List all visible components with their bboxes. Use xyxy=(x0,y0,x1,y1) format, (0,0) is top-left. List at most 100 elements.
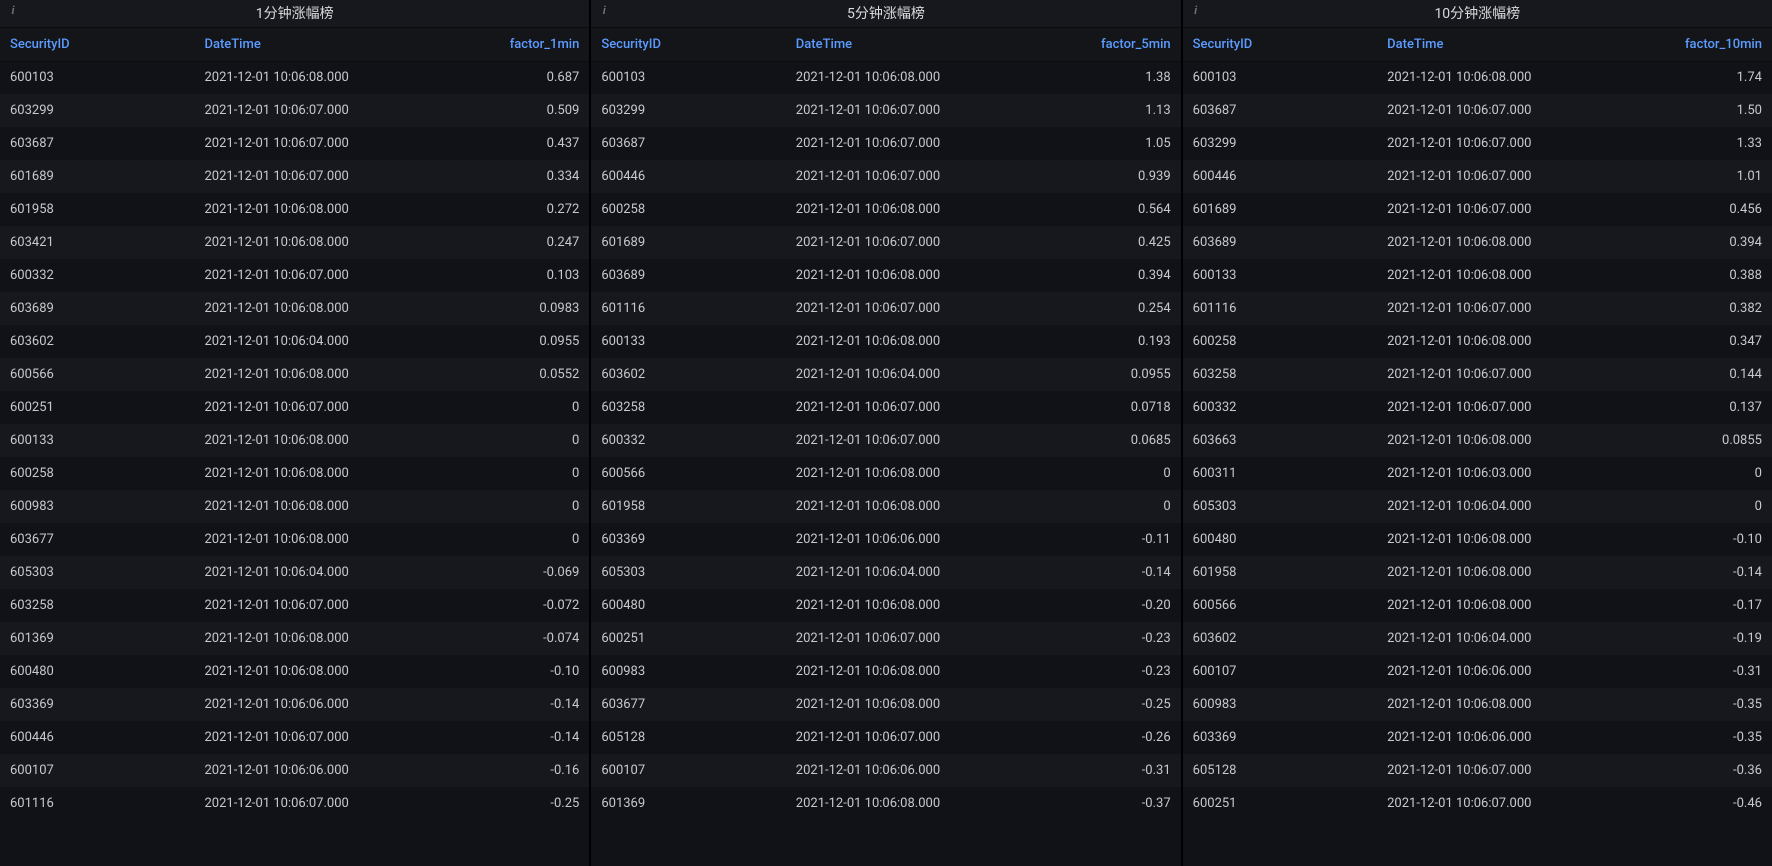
column-header-datetime[interactable]: DateTime xyxy=(194,28,447,61)
table-row[interactable]: 6051282021-12-01 10:06:07.000-0.36 xyxy=(1183,754,1772,787)
table-row[interactable]: 6033692021-12-01 10:06:06.000-0.11 xyxy=(591,523,1180,556)
column-header-securityid[interactable]: SecurityID xyxy=(0,28,194,61)
cell-factor: -0.17 xyxy=(1631,589,1772,622)
table-row[interactable]: 6002582021-12-01 10:06:08.0000.564 xyxy=(591,193,1180,226)
table-row[interactable]: 6053032021-12-01 10:06:04.0000 xyxy=(1183,490,1772,523)
table-row[interactable]: 6036872021-12-01 10:06:07.0001.50 xyxy=(1183,94,1772,127)
table-row[interactable]: 6019582021-12-01 10:06:08.0000 xyxy=(591,490,1180,523)
table-row[interactable]: 6032992021-12-01 10:06:07.0000.509 xyxy=(0,94,589,127)
cell-security-id: 603689 xyxy=(0,292,194,325)
table-row[interactable]: 6032992021-12-01 10:06:07.0001.13 xyxy=(591,94,1180,127)
panel-1: i5分钟涨幅榜SecurityIDDateTimefactor_5min6001… xyxy=(591,0,1182,866)
cell-factor: -0.074 xyxy=(448,622,589,655)
table-row[interactable]: 6004462021-12-01 10:06:07.000-0.14 xyxy=(0,721,589,754)
table-row[interactable]: 6001032021-12-01 10:06:08.0000.687 xyxy=(0,61,589,94)
table-row[interactable]: 6051282021-12-01 10:06:07.000-0.26 xyxy=(591,721,1180,754)
table-row[interactable]: 6013692021-12-01 10:06:08.000-0.074 xyxy=(0,622,589,655)
table-row[interactable]: 6013692021-12-01 10:06:08.000-0.37 xyxy=(591,787,1180,820)
column-header-factor_10min[interactable]: factor_10min xyxy=(1631,28,1772,61)
table-row[interactable]: 6003322021-12-01 10:06:07.0000.137 xyxy=(1183,391,1772,424)
table-row[interactable]: 6004802021-12-01 10:06:08.000-0.20 xyxy=(591,589,1180,622)
table-row[interactable]: 6002512021-12-01 10:06:07.000-0.23 xyxy=(591,622,1180,655)
table-row[interactable]: 6001072021-12-01 10:06:06.000-0.16 xyxy=(0,754,589,787)
cell-security-id: 600103 xyxy=(1183,61,1377,94)
table-row[interactable]: 6009832021-12-01 10:06:08.000-0.35 xyxy=(1183,688,1772,721)
table-row[interactable]: 6036892021-12-01 10:06:08.0000.0983 xyxy=(0,292,589,325)
table-row[interactable]: 6036772021-12-01 10:06:08.0000 xyxy=(0,523,589,556)
table-row[interactable]: 6001032021-12-01 10:06:08.0001.74 xyxy=(1183,61,1772,94)
table-row[interactable]: 6032992021-12-01 10:06:07.0001.33 xyxy=(1183,127,1772,160)
table-row[interactable]: 6034212021-12-01 10:06:08.0000.247 xyxy=(0,226,589,259)
table-row[interactable]: 6016892021-12-01 10:06:07.0000.456 xyxy=(1183,193,1772,226)
cell-factor: 0.193 xyxy=(1039,325,1180,358)
table-row[interactable]: 6032582021-12-01 10:06:07.000-0.072 xyxy=(0,589,589,622)
table-row[interactable]: 6036022021-12-01 10:06:04.000-0.19 xyxy=(1183,622,1772,655)
table-row[interactable]: 6009832021-12-01 10:06:08.0000 xyxy=(0,490,589,523)
table-row[interactable]: 6004802021-12-01 10:06:08.000-0.10 xyxy=(1183,523,1772,556)
cell-datetime: 2021-12-01 10:06:08.000 xyxy=(1377,226,1630,259)
cell-factor: 0.939 xyxy=(1039,160,1180,193)
table-row[interactable]: 6003322021-12-01 10:06:07.0000.103 xyxy=(0,259,589,292)
info-icon[interactable]: i xyxy=(1189,4,1203,18)
table-row[interactable]: 6005662021-12-01 10:06:08.0000.0552 xyxy=(0,358,589,391)
cell-factor: -0.16 xyxy=(448,754,589,787)
cell-security-id: 603299 xyxy=(1183,127,1377,160)
table-row[interactable]: 6053032021-12-01 10:06:04.000-0.14 xyxy=(591,556,1180,589)
column-header-factor_1min[interactable]: factor_1min xyxy=(448,28,589,61)
table-row[interactable]: 6002512021-12-01 10:06:07.0000 xyxy=(0,391,589,424)
table-row[interactable]: 6001072021-12-01 10:06:06.000-0.31 xyxy=(591,754,1180,787)
panel-title: 10分钟涨幅榜 xyxy=(1434,6,1520,22)
table-row[interactable]: 6005662021-12-01 10:06:08.0000 xyxy=(591,457,1180,490)
cell-security-id: 600107 xyxy=(1183,655,1377,688)
table-row[interactable]: 6032582021-12-01 10:06:07.0000.144 xyxy=(1183,358,1772,391)
table-row[interactable]: 6033692021-12-01 10:06:06.000-0.35 xyxy=(1183,721,1772,754)
table-row[interactable]: 6005662021-12-01 10:06:08.000-0.17 xyxy=(1183,589,1772,622)
column-header-datetime[interactable]: DateTime xyxy=(786,28,1039,61)
column-header-securityid[interactable]: SecurityID xyxy=(1183,28,1377,61)
cell-datetime: 2021-12-01 10:06:07.000 xyxy=(786,622,1039,655)
table-row[interactable]: 6016892021-12-01 10:06:07.0000.334 xyxy=(0,160,589,193)
table-row[interactable]: 6036632021-12-01 10:06:08.0000.0855 xyxy=(1183,424,1772,457)
cell-factor: 0.254 xyxy=(1039,292,1180,325)
panel-2: i10分钟涨幅榜SecurityIDDateTimefactor_10min60… xyxy=(1183,0,1772,866)
table-row[interactable]: 6001332021-12-01 10:06:08.0000.193 xyxy=(591,325,1180,358)
column-header-datetime[interactable]: DateTime xyxy=(1377,28,1630,61)
table-row[interactable]: 6011162021-12-01 10:06:07.0000.254 xyxy=(591,292,1180,325)
info-icon[interactable]: i xyxy=(597,4,611,18)
info-icon[interactable]: i xyxy=(6,4,20,18)
table-row[interactable]: 6004462021-12-01 10:06:07.0001.01 xyxy=(1183,160,1772,193)
table-row[interactable]: 6036022021-12-01 10:06:04.0000.0955 xyxy=(0,325,589,358)
table-row[interactable]: 6053032021-12-01 10:06:04.000-0.069 xyxy=(0,556,589,589)
cell-factor: -0.10 xyxy=(448,655,589,688)
table-row[interactable]: 6011162021-12-01 10:06:07.000-0.25 xyxy=(0,787,589,820)
table-row[interactable]: 6001332021-12-01 10:06:08.0000.388 xyxy=(1183,259,1772,292)
table-row[interactable]: 6036872021-12-01 10:06:07.0000.437 xyxy=(0,127,589,160)
table-row[interactable]: 6036892021-12-01 10:06:08.0000.394 xyxy=(1183,226,1772,259)
table-row[interactable]: 6001332021-12-01 10:06:08.0000 xyxy=(0,424,589,457)
table-row[interactable]: 6033692021-12-01 10:06:06.000-0.14 xyxy=(0,688,589,721)
table-row[interactable]: 6001032021-12-01 10:06:08.0001.38 xyxy=(591,61,1180,94)
table-row[interactable]: 6009832021-12-01 10:06:08.000-0.23 xyxy=(591,655,1180,688)
table-row[interactable]: 6032582021-12-01 10:06:07.0000.0718 xyxy=(591,391,1180,424)
table-row[interactable]: 6036872021-12-01 10:06:07.0001.05 xyxy=(591,127,1180,160)
table-row[interactable]: 6004462021-12-01 10:06:07.0000.939 xyxy=(591,160,1180,193)
table-row[interactable]: 6016892021-12-01 10:06:07.0000.425 xyxy=(591,226,1180,259)
table-row[interactable]: 6004802021-12-01 10:06:08.000-0.10 xyxy=(0,655,589,688)
cell-security-id: 600480 xyxy=(591,589,785,622)
column-header-factor_5min[interactable]: factor_5min xyxy=(1039,28,1180,61)
table-row[interactable]: 6036892021-12-01 10:06:08.0000.394 xyxy=(591,259,1180,292)
cell-datetime: 2021-12-01 10:06:06.000 xyxy=(194,754,447,787)
table-row[interactable]: 6002582021-12-01 10:06:08.0000.347 xyxy=(1183,325,1772,358)
table-row[interactable]: 6019582021-12-01 10:06:08.000-0.14 xyxy=(1183,556,1772,589)
table-row[interactable]: 6002512021-12-01 10:06:07.000-0.46 xyxy=(1183,787,1772,820)
table-row[interactable]: 6003112021-12-01 10:06:03.0000 xyxy=(1183,457,1772,490)
cell-security-id: 603677 xyxy=(0,523,194,556)
table-row[interactable]: 6036022021-12-01 10:06:04.0000.0955 xyxy=(591,358,1180,391)
table-row[interactable]: 6036772021-12-01 10:06:08.000-0.25 xyxy=(591,688,1180,721)
table-row[interactable]: 6019582021-12-01 10:06:08.0000.272 xyxy=(0,193,589,226)
table-row[interactable]: 6003322021-12-01 10:06:07.0000.0685 xyxy=(591,424,1180,457)
column-header-securityid[interactable]: SecurityID xyxy=(591,28,785,61)
table-row[interactable]: 6002582021-12-01 10:06:08.0000 xyxy=(0,457,589,490)
table-row[interactable]: 6011162021-12-01 10:06:07.0000.382 xyxy=(1183,292,1772,325)
table-row[interactable]: 6001072021-12-01 10:06:06.000-0.31 xyxy=(1183,655,1772,688)
